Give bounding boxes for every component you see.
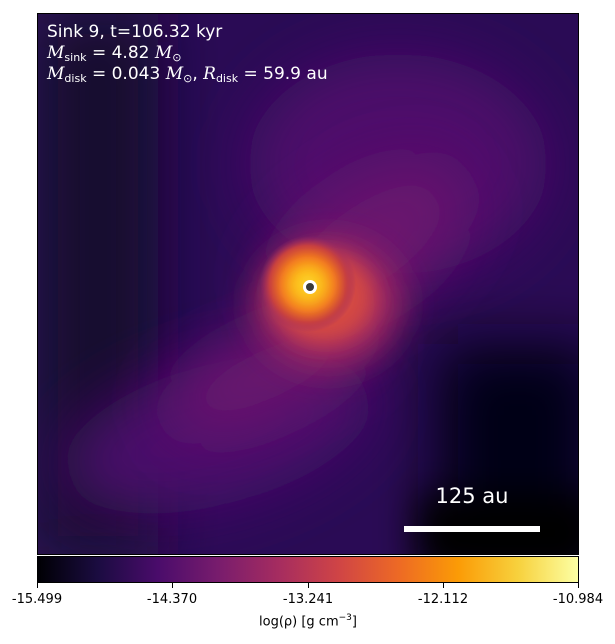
sink-mass-label: Msink = 4.82 M⊙ [47, 43, 182, 68]
colorbar [37, 556, 579, 583]
disk-radius-symbol: R [203, 64, 216, 84]
colorbar-label: log(ρ) [g cm−3] [259, 613, 357, 629]
scalebar-label: 125 au [435, 484, 509, 508]
disk-mass-unit-subscript: ⊙ [183, 72, 193, 85]
sink-mass-symbol: M [47, 43, 65, 63]
disk-mass-value: = 0.043 [86, 64, 166, 84]
colorbar-tick [172, 583, 173, 588]
colorbar-tick-label: -10.984 [552, 592, 604, 607]
colorbar-label-prefix: log(ρ) [g cm [259, 614, 339, 630]
colorbar-label-exponent: −3 [338, 613, 352, 623]
density-map: Sink 9, t=106.32 kyr Msink = 4.82 M⊙ Mdi… [37, 13, 579, 555]
disk-radius-subscript: disk [215, 72, 239, 85]
colorbar-tick-label: -13.241 [282, 592, 334, 607]
disk-mass-symbol: M [47, 64, 65, 84]
colorbar-label-suffix: ] [351, 614, 357, 630]
sink-mass-unit-subscript: ⊙ [172, 51, 182, 64]
disk-properties-label: Mdisk = 0.043 M⊙, Rdisk = 59.9 au [47, 64, 328, 89]
disk-mass-subscript: disk [64, 72, 87, 85]
colorbar-tick [578, 583, 579, 588]
sink-mass-value: = 4.82 [86, 43, 155, 63]
disk-separator: , [192, 64, 204, 84]
sink-marker [303, 280, 317, 294]
colorbar-tick-label: -14.370 [146, 592, 198, 607]
sink-mass-subscript: sink [64, 51, 87, 64]
disk-radius-value: = 59.9 au [238, 64, 328, 84]
density-field [38, 14, 578, 554]
sink-time-label: Sink 9, t=106.32 kyr [47, 22, 223, 42]
colorbar-tick-label: -15.499 [11, 592, 63, 607]
scalebar [404, 526, 540, 532]
colorbar-tick [443, 583, 444, 588]
disk-mass-unit: M [165, 64, 184, 84]
sink-mass-unit: M [154, 43, 173, 63]
colorbar-tick [37, 583, 38, 588]
colorbar-tick-label: -12.112 [417, 592, 469, 607]
colorbar-tick [308, 583, 309, 588]
